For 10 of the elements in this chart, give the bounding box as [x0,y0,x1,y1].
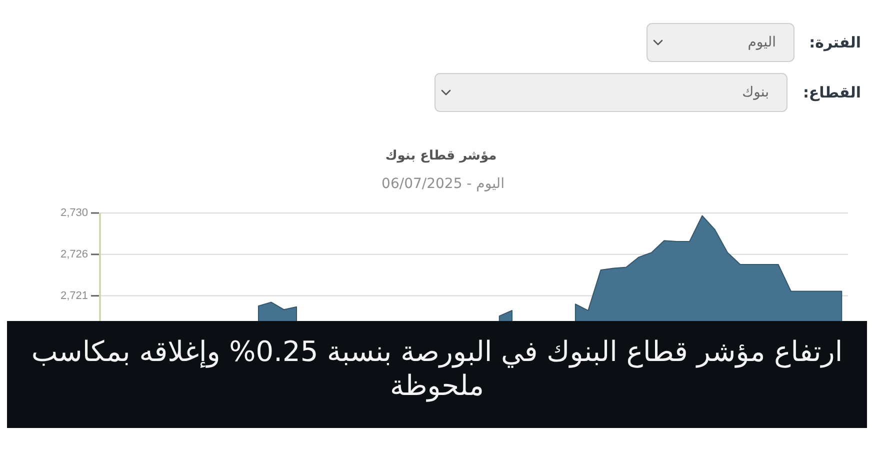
y-tick-label: 2,721 [60,290,88,302]
chart-subtitle: اليوم - 06/07/2025 [382,176,504,192]
text: الفترة: [809,34,861,52]
annotation: ارتفاع مؤشر قطاع البنوك في البورصة بنسبة 0.25% وإغلاقه بمكاسب ملحوظة [30,335,844,403]
chart-title: مؤشر قطاع بنوك [385,148,497,164]
text: القطاع: [802,84,861,102]
control-dropdown: بنوك [434,73,788,112]
control-dropdown: اليوم [646,23,794,62]
y-tick-label: 2,730 [60,207,88,219]
y-tick-label: 2,726 [60,248,88,260]
